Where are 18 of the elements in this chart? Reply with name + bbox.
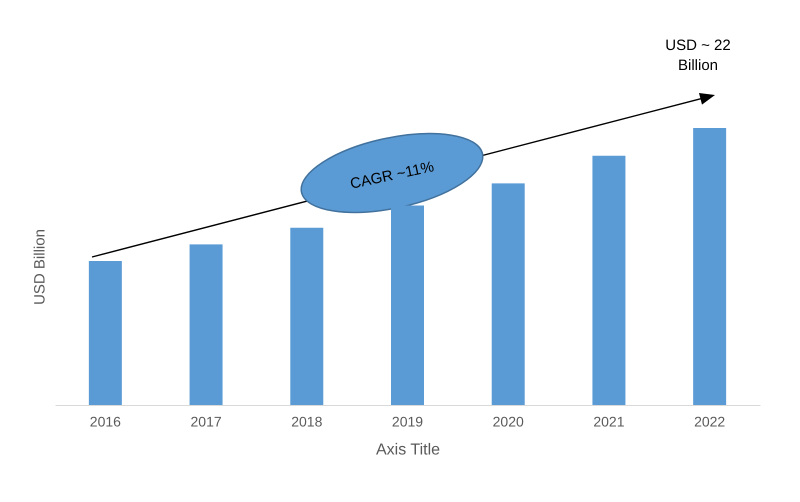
x-axis-title: Axis Title bbox=[376, 442, 440, 458]
x-tick-label: 2020 bbox=[492, 414, 524, 430]
bar bbox=[88, 260, 122, 405]
x-tick-label: 2018 bbox=[291, 414, 323, 430]
x-tick-label: 2016 bbox=[90, 414, 122, 430]
x-tick-label: 2021 bbox=[593, 414, 625, 430]
bar bbox=[693, 128, 726, 405]
x-tick-label: 2022 bbox=[694, 414, 726, 430]
x-tick-label: 2017 bbox=[190, 414, 222, 430]
bar bbox=[290, 228, 324, 405]
y-axis-title: USD Billion bbox=[32, 229, 48, 305]
bar bbox=[190, 244, 223, 405]
annotation: CAGR ~11% bbox=[348, 158, 436, 193]
x-tick-label: 2019 bbox=[392, 414, 424, 430]
bar bbox=[391, 206, 424, 405]
bar bbox=[492, 183, 525, 405]
bar bbox=[592, 156, 626, 405]
text: USD ~ 22 Billion bbox=[665, 37, 731, 74]
